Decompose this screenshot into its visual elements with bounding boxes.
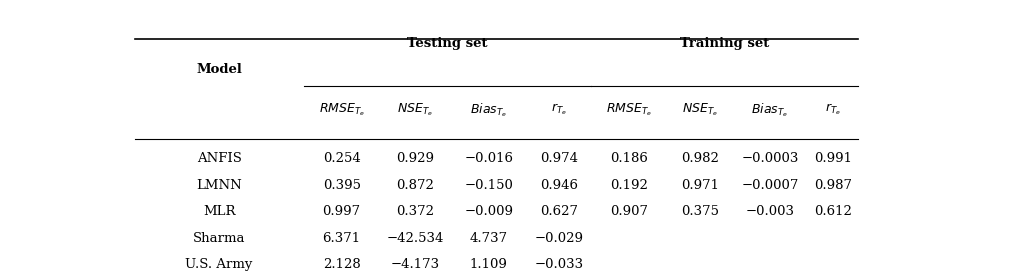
- Text: 0.946: 0.946: [540, 179, 578, 192]
- Text: 0.907: 0.907: [610, 205, 648, 218]
- Text: $\mathit{NSE}_{T_e}$: $\mathit{NSE}_{T_e}$: [397, 101, 433, 118]
- Text: $\mathit{RMSE}_{T_e}$: $\mathit{RMSE}_{T_e}$: [318, 101, 365, 118]
- Text: −0.150: −0.150: [464, 179, 513, 192]
- Text: 0.395: 0.395: [322, 179, 361, 192]
- Text: −0.003: −0.003: [745, 205, 794, 218]
- Text: 0.627: 0.627: [540, 205, 578, 218]
- Text: 0.991: 0.991: [814, 152, 852, 165]
- Text: −0.009: −0.009: [464, 205, 513, 218]
- Text: −0.029: −0.029: [534, 232, 583, 245]
- Text: Training set: Training set: [679, 37, 769, 50]
- Text: −0.0007: −0.0007: [741, 179, 799, 192]
- Text: Model: Model: [196, 63, 242, 76]
- Text: $\mathit{Bias}_{T_e}$: $\mathit{Bias}_{T_e}$: [470, 101, 507, 119]
- Text: $\mathit{Bias}_{T_e}$: $\mathit{Bias}_{T_e}$: [751, 101, 789, 119]
- Text: 0.375: 0.375: [680, 205, 719, 218]
- Text: 0.372: 0.372: [396, 205, 434, 218]
- Text: 0.997: 0.997: [322, 205, 361, 218]
- Text: −0.016: −0.016: [464, 152, 513, 165]
- Text: −4.173: −4.173: [390, 258, 440, 271]
- Text: 0.192: 0.192: [610, 179, 648, 192]
- Text: ANFIS: ANFIS: [197, 152, 241, 165]
- Text: 1.109: 1.109: [469, 258, 508, 271]
- Text: 0.612: 0.612: [814, 205, 852, 218]
- Text: 6.371: 6.371: [322, 232, 361, 245]
- Text: 0.982: 0.982: [680, 152, 719, 165]
- Text: U.S. Army: U.S. Army: [186, 258, 252, 271]
- Text: LMNN: LMNN: [197, 179, 242, 192]
- Text: 0.929: 0.929: [396, 152, 434, 165]
- Text: 0.987: 0.987: [814, 179, 852, 192]
- Text: 2.128: 2.128: [322, 258, 361, 271]
- Text: $\mathit{RMSE}_{T_e}$: $\mathit{RMSE}_{T_e}$: [606, 101, 652, 118]
- Text: 4.737: 4.737: [469, 232, 508, 245]
- Text: 0.974: 0.974: [540, 152, 578, 165]
- Text: 0.872: 0.872: [396, 179, 434, 192]
- Text: Testing set: Testing set: [408, 37, 488, 50]
- Text: $\mathit{NSE}_{T_e}$: $\mathit{NSE}_{T_e}$: [681, 101, 718, 118]
- Text: MLR: MLR: [203, 205, 235, 218]
- Text: $\mathit{r}_{T_e}$: $\mathit{r}_{T_e}$: [824, 101, 841, 117]
- Text: 0.186: 0.186: [610, 152, 648, 165]
- Text: 0.971: 0.971: [680, 179, 719, 192]
- Text: Sharma: Sharma: [193, 232, 245, 245]
- Text: 0.254: 0.254: [322, 152, 361, 165]
- Text: −0.033: −0.033: [534, 258, 583, 271]
- Text: −42.534: −42.534: [386, 232, 444, 245]
- Text: $\mathit{r}_{T_e}$: $\mathit{r}_{T_e}$: [551, 101, 567, 117]
- Text: −0.0003: −0.0003: [741, 152, 799, 165]
